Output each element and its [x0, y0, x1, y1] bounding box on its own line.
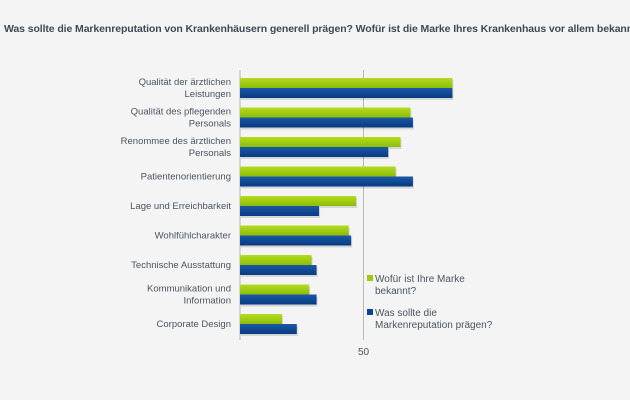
category-label: Corporate Design — [157, 319, 231, 330]
bar-praegen — [240, 117, 413, 128]
chart-title: Was sollte die Markenreputation von Kran… — [4, 23, 630, 35]
category-label: Qualität der ärztlichen Leistungen — [139, 77, 231, 100]
bar-bekannt — [240, 166, 396, 177]
bar-bekannt — [240, 107, 411, 118]
x-tick-label: 50 — [358, 347, 370, 358]
bar-bekannt — [240, 284, 310, 295]
category-label: Lage und Erreichbarkeit — [130, 201, 231, 212]
bar-bekannt — [240, 78, 453, 88]
legend-label: Wofür ist Ihre Marke bekannt? — [375, 274, 465, 297]
category-label: Qualität des pflegenden Personals — [131, 107, 232, 130]
bar-praegen — [240, 176, 413, 187]
bar-praegen — [240, 324, 297, 334]
bar-praegen — [240, 265, 317, 275]
bar-praegen — [240, 88, 453, 98]
bar-praegen — [240, 147, 389, 157]
legend-swatch — [367, 309, 373, 315]
bar-bekannt — [240, 225, 349, 236]
bar-praegen — [240, 235, 352, 246]
bar-praegen — [240, 206, 320, 216]
bar-bekannt — [240, 255, 312, 265]
category-label: Patientenorientierung — [141, 172, 231, 183]
category-label: Technische Ausstattung — [131, 260, 231, 271]
bar-bekannt — [240, 314, 282, 324]
bar-bekannt — [240, 196, 357, 206]
category-label: Renommee des ärztlichen Personals — [121, 136, 232, 159]
legend-label: Was sollte die Markenreputation prägen? — [375, 308, 493, 331]
bar-bekannt — [240, 137, 401, 147]
legend-swatch — [367, 275, 373, 281]
bar-praegen — [240, 294, 317, 305]
category-label: Kommunikation und Information — [147, 284, 231, 307]
category-label: Wohlfühlcharakter — [155, 231, 231, 242]
